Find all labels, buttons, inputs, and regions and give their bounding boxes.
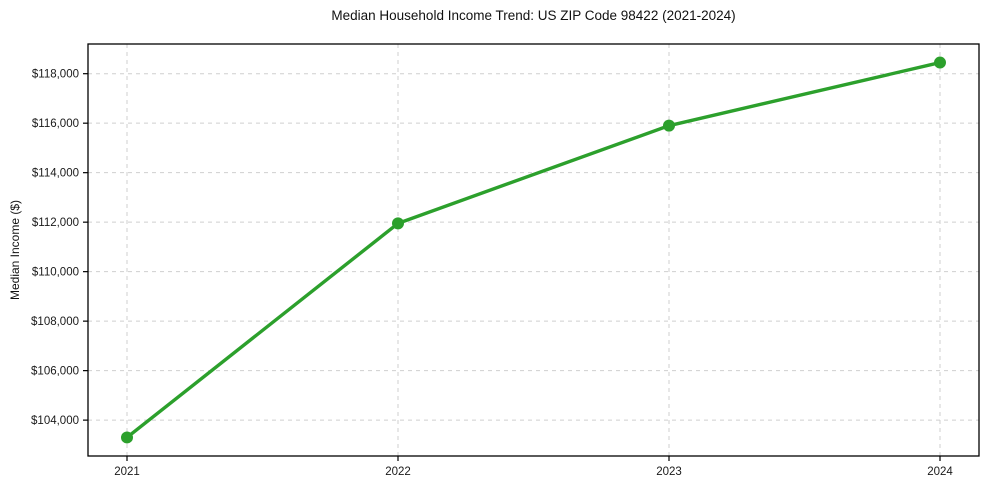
chart-title: Median Household Income Trend: US ZIP Co…	[331, 8, 736, 23]
y-tick-label: $104,000	[31, 415, 79, 427]
x-tick-label: 2021	[114, 466, 140, 478]
x-tick-label: 2024	[927, 466, 953, 478]
trend-line	[125, 60, 942, 440]
data-point-2023	[663, 119, 675, 132]
y-tick-label: $112,000	[32, 217, 79, 229]
y-tick-label: $116,000	[32, 118, 79, 130]
data-point-2024	[934, 56, 946, 69]
y-tick-label: $114,000	[32, 168, 79, 180]
y-tick-label: $106,000	[31, 366, 79, 378]
y-tick-label: $110,000	[32, 267, 79, 279]
x-tick-label: 2023	[656, 466, 682, 478]
y-tick-label: $118,000	[32, 69, 79, 81]
plot-border	[87, 43, 980, 457]
x-tick-label: 2022	[385, 466, 411, 478]
data-point-2021	[121, 431, 133, 444]
data-point-2022	[392, 217, 404, 230]
y-tick-label: $108,000	[31, 316, 79, 328]
